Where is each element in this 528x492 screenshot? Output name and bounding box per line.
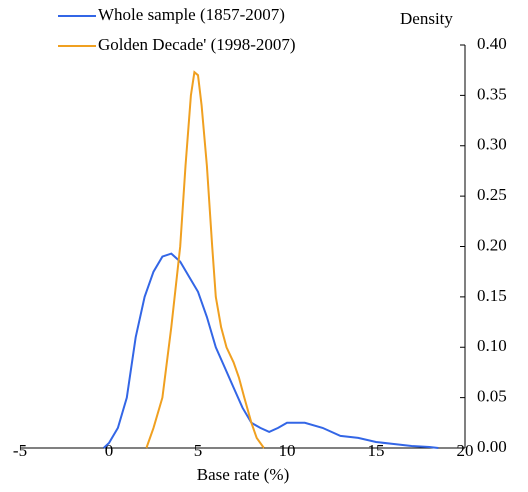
legend-label: Golden Decade' (1998-2007) (98, 35, 296, 54)
x-tick-label: -5 (13, 441, 27, 460)
y-tick-label: 0.30 (477, 135, 507, 154)
y-tick-label: 0.05 (477, 387, 507, 406)
x-axis-label: Base rate (%) (197, 465, 290, 484)
y-tick-label: 0.20 (477, 235, 507, 254)
y-tick-label: 0.40 (477, 34, 507, 53)
y-tick-label: 0.35 (477, 84, 507, 103)
x-tick-label: 20 (457, 441, 474, 460)
series-line (145, 70, 265, 449)
x-tick-label: 5 (194, 441, 203, 460)
x-tick-label: 15 (368, 441, 385, 460)
y-tick-label: 0.00 (477, 437, 507, 456)
legend-label: Whole sample (1857-2007) (98, 5, 285, 24)
series-line (103, 252, 439, 449)
y-tick-label: 0.10 (477, 336, 507, 355)
x-tick-label: 10 (279, 441, 296, 460)
y-axis-label: Density (400, 9, 453, 28)
y-tick-label: 0.15 (477, 286, 507, 305)
y-tick-label: 0.25 (477, 185, 507, 204)
x-tick-label: 0 (105, 441, 114, 460)
